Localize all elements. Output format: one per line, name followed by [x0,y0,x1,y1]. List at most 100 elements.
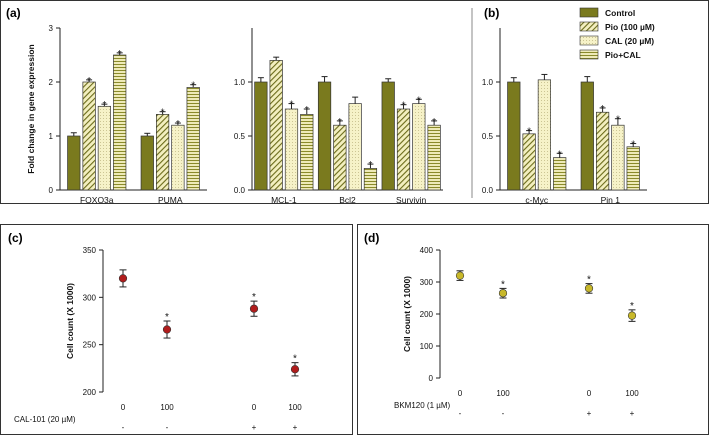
d-ytick-label: 300 [420,278,434,287]
b-bar [537,79,552,191]
d-ytick-label: 200 [420,310,434,319]
a1-significance-star: * [87,76,91,87]
b-ytick-label: 0.0 [482,186,494,195]
d-ylabel: Cell count (X 1000) [402,276,412,352]
c-treatment-mark: + [293,423,298,432]
a2-category-label: MCL-1 [271,195,297,205]
chart-a1-foxo3a-puma: 0 1 2 3 Fold change in gene expression * * * FOX… [26,24,207,205]
a1-ylabel: Fold change in gene expression [26,44,36,173]
a2-category-label: Bcl2 [339,195,356,205]
d-significance-star: * [587,275,591,286]
b-bar [580,81,594,191]
a1-bar [156,114,170,191]
a2-significance-star: * [290,100,294,111]
a1-bar [171,124,185,191]
a2-significance-star: * [432,117,436,128]
c-point [249,304,259,313]
a1-bar [67,135,81,191]
c-ylabel: Cell count (X 1000) [65,283,75,359]
a2-ytick-label: 0.5 [234,132,246,141]
c-point [290,365,300,374]
c-treatment-label: CAL-101 (20 µM) [14,415,76,424]
d-ytick-label: 0 [429,374,434,383]
a2-significance-star: * [417,95,421,106]
a1-significance-star: * [102,100,106,111]
c-ytick-label: 200 [83,388,97,397]
c-point [118,274,128,283]
chart-c-cal101-cell-count: 200 250 300 350 Cell count (X 1000) 0 - * 100 - * 0… [14,246,302,432]
legend-swatch-pio [579,21,599,32]
a1-category-label: FOXO3a [80,195,114,205]
a2-bar [381,81,395,191]
a2-bar [300,114,314,191]
d-point [455,271,465,280]
a1-significance-star: * [118,49,122,60]
legend-label-cal: CAL (20 µM) [605,36,654,46]
chart-a2-mcl1-bcl2-survivin: 0.0 0.5 1.0 * * MCL-1 * * Bcl2 * * * Survivin [234,28,443,205]
d-xtick-label: 0 [587,389,592,398]
a2-significance-star: * [368,160,372,171]
a1-ytick-label: 2 [49,78,54,87]
panel-label-b: (b) [484,6,499,20]
d-point [627,311,637,320]
d-point [498,289,508,298]
c-treatment-mark: - [122,423,125,432]
a2-significance-star: * [402,101,406,112]
d-significance-star: * [501,279,505,290]
b-significance-star: * [616,115,620,126]
c-significance-star: * [293,354,297,365]
b-category-label: c-Myc [525,195,548,205]
legend-swatch-piocal [579,49,599,60]
c-ytick-label: 300 [83,293,97,302]
b-significance-star: * [558,149,562,160]
a1-category-label: PUMA [158,195,183,205]
a1-significance-star: * [191,81,195,92]
c-point [162,325,172,334]
d-treatment-mark: + [630,409,635,418]
b-ytick-label: 1.0 [482,78,494,87]
a2-bar [269,60,283,191]
panel-label-d: (d) [364,231,379,245]
d-point [584,284,594,293]
a1-ytick-label: 3 [49,24,54,33]
a1-ytick-label: 1 [49,132,54,141]
b-bar [611,124,625,191]
a2-bar [412,103,426,191]
a1-bar [186,87,200,191]
legend-swatch-cal [579,35,599,46]
a1-bar [113,54,127,191]
b-bar [553,157,567,191]
b-bar [595,111,610,191]
a1-significance-star: * [161,108,165,119]
legend-label-piocal: Pio+CAL [605,50,641,60]
d-xtick-label: 100 [496,389,510,398]
a1-bar [140,135,154,191]
c-treatment-mark: - [166,423,169,432]
a2-bar [363,168,378,191]
a2-bar [284,108,299,191]
c-ytick-label: 350 [83,246,97,255]
c-significance-star: * [252,292,256,303]
panel-label-c: (c) [8,231,23,245]
b-bar [507,81,521,191]
a1-bar [82,81,96,191]
d-treatment-mark: + [587,409,592,418]
d-ytick-label: 100 [420,342,434,351]
c-ytick-label: 250 [83,341,97,350]
b-significance-star: * [527,127,531,138]
b-significance-star: * [601,104,605,115]
a2-ytick-label: 1.0 [234,78,246,87]
d-treatment-label: BKM120 (1 µM) [394,401,451,410]
c-xtick-label: 0 [252,403,257,412]
b-significance-star: * [631,140,635,151]
b-category-label: Pin 1 [601,195,621,205]
a2-bar [254,81,268,191]
a2-category-label: Survivin [396,195,427,205]
a2-ytick-label: 0.0 [234,186,246,195]
chart-b-cmyc-pin1: 0.0 0.5 1.0 * * c-Myc * * * Pin 1 [482,28,647,205]
legend-label-pio: Pio (100 µM) [605,22,655,32]
d-treatment-mark: - [502,409,505,418]
c-xtick-label: 100 [160,403,174,412]
c-xtick-label: 100 [288,403,302,412]
